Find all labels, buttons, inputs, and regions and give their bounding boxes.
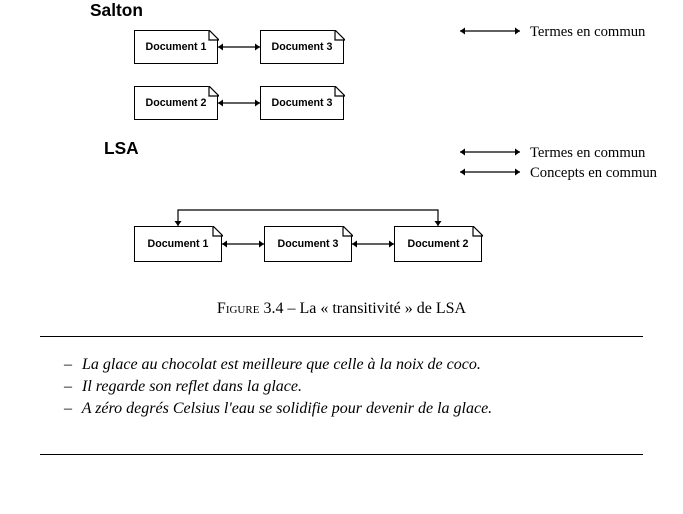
document-box: Document 3 [260,86,344,120]
bullet-text: A zéro degrés Celsius l'eau se solidifie… [78,400,492,417]
horizontal-rule [40,336,643,337]
over-route-arrow [171,203,445,233]
bullet-line: – A zéro degrés Celsius l'eau se solidif… [64,400,492,418]
double-arrow [453,165,527,180]
document-label: Document 3 [261,41,343,53]
double-arrow [215,237,271,252]
document-box: Document 2 [134,86,218,120]
double-arrow [211,96,267,111]
double-arrow [453,24,527,39]
document-box: Document 1 [134,30,218,64]
bullet-dash: – [64,378,78,396]
bullet-line: – Il regarde son reflet dans la glace. [64,378,302,396]
document-label: Document 1 [135,41,217,53]
bullet-line: – La glace au chocolat est meilleure que… [64,356,481,374]
legend-label: Termes en commun [530,145,645,162]
bullet-text: Il regarde son reflet dans la glace. [78,378,302,395]
document-label: Document 3 [261,97,343,109]
bullet-text: La glace au chocolat est meilleure que c… [78,356,481,373]
legend-label: Termes en commun [530,24,645,41]
double-arrow [345,237,401,252]
figure-canvas: Salton Document 1 Document 3 Document 2 Docu… [0,0,683,514]
document-label: Document 2 [135,97,217,109]
section-label: Salton [90,0,143,21]
document-label: Document 2 [395,238,481,250]
horizontal-rule [40,454,643,455]
document-label: Document 3 [265,238,351,250]
section-label: LSA [104,138,139,159]
double-arrow [453,145,527,160]
bullet-dash: – [64,356,78,374]
legend-label: Concepts en commun [530,165,657,182]
document-box: Document 3 [260,30,344,64]
bullet-dash: – [64,400,78,418]
double-arrow [211,40,267,55]
document-label: Document 1 [135,238,221,250]
figure-caption: Figure 3.4 – La « transitivité » de LSA [0,300,683,318]
